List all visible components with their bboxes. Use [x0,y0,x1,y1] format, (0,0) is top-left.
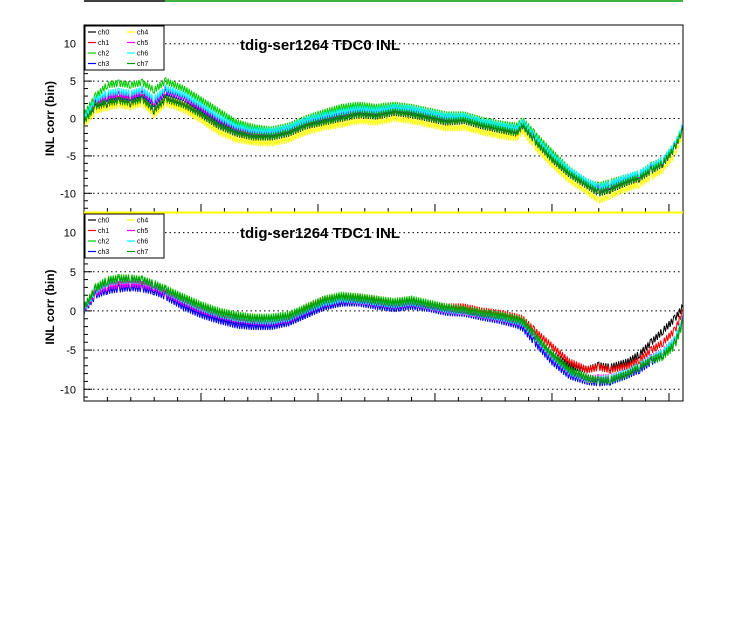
tdc0-legend-label-ch4: ch4 [137,30,148,37]
tdc0-legend-label-ch2: ch2 [98,51,109,58]
tdc1-legend-label-ch4: ch4 [137,218,148,225]
tdc0-legend-label-ch5: ch5 [137,40,148,47]
tdc1-legend-label-ch7: ch7 [137,249,148,256]
tdc0-legend-box [84,25,165,71]
tdc0-series-ch6 [83,84,684,191]
tdc0-legend-label-ch7: ch7 [137,61,148,68]
tdc0-y-axis-label: INL corr (bin) [43,81,57,156]
tdc1-ytick-label: 10 [64,228,76,240]
tdc0-series-ch7 [83,93,684,196]
tdc1-legend: ch0 ch1 ch2 ch3 ch4 ch5 ch6 ch7 [84,213,165,259]
tdc0-ytick-label: -5 [66,151,76,163]
tdc1-legend-label-ch6: ch6 [137,239,148,246]
tdc1-legend-label-ch1: ch1 [98,228,109,235]
tdc0-ytick-label: 10 [64,39,76,51]
tdc1-legend-label-ch2: ch2 [98,239,109,246]
tdc0-ytick-label: 0 [70,114,76,126]
tdc0-ytick-label: 5 [70,76,76,88]
tdc1-ytick-label: -5 [66,345,76,357]
tdc0-legend-label-ch0: ch0 [98,30,109,37]
tdc0-legend-label-ch1: ch1 [98,40,109,47]
tdc1-y-axis-label: INL corr (bin) [43,269,57,344]
tdc1-plot-panel: -10 -5 0 5 10 tdig-ser1264 TDC1 INL INL corr (… [43,212,684,402]
tdc1-ytick-label: 5 [70,267,76,279]
tdc1-ytick-label: 0 [70,306,76,318]
tdc1-legend-label-ch3: ch3 [98,249,109,256]
tdc0-chart-title: tdig-ser1264 TDC0 INL [240,37,400,54]
tdc1-ytick-label: -10 [60,384,76,396]
tdc0-ytick-label: -10 [60,188,76,200]
tdc0-legend: ch0 ch1 ch2 ch3 ch4 ch5 ch6 ch7 [84,25,165,71]
tdc1-chart-title: tdig-ser1264 TDC1 INL [240,225,400,242]
tdc1-legend-label-ch5: ch5 [137,228,148,235]
tdc1-legend-box [84,213,165,259]
tdc0-series-ch4 [83,99,684,204]
tdc1-legend-label-ch0: ch0 [98,218,109,225]
tdc0-legend-label-ch3: ch3 [98,61,109,68]
tdc1-series-ch7 [83,275,684,385]
tdc0-legend-label-ch6: ch6 [137,51,148,58]
tdc0-plot-panel: -10 -5 0 5 10 tdig-ser1264 TDC0 INL INL corr (… [43,24,684,213]
